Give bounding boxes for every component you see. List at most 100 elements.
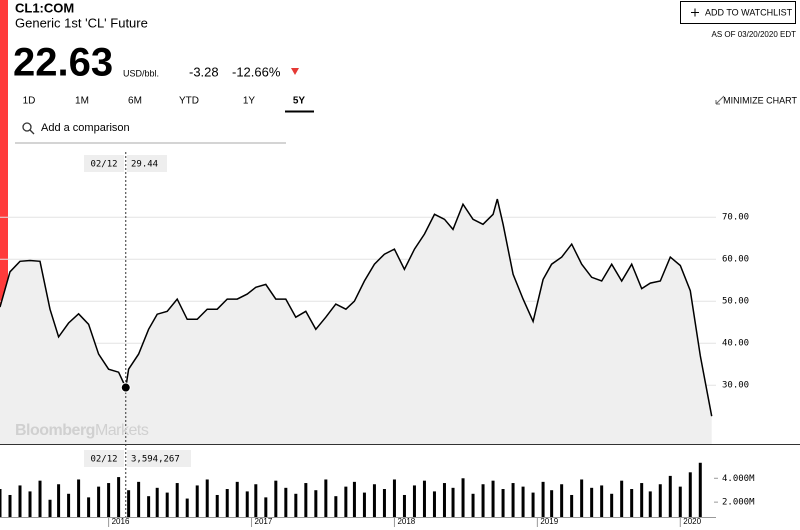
volume-bar (521, 486, 525, 517)
search-icon-handle (29, 129, 35, 135)
down-arrow (291, 68, 299, 75)
volume-bar (501, 489, 505, 517)
comparison-input[interactable]: Add a comparison (41, 122, 130, 134)
volume-bar (570, 494, 574, 517)
volume-bar (658, 484, 662, 517)
minimize-label[interactable]: MINIMIZE CHART (723, 95, 797, 105)
volume-bar (165, 492, 169, 517)
volume-bar (382, 489, 386, 517)
volume-bar (352, 481, 356, 517)
volume-bar (620, 480, 624, 517)
volume-bar (668, 475, 672, 517)
volume-bar (362, 492, 366, 517)
instrument-name: Generic 1st 'CL' Future (15, 15, 148, 30)
volume-bar (541, 481, 545, 517)
volume-bar (471, 493, 475, 517)
as-of: AS OF 03/20/2020 EDT (712, 30, 797, 39)
volume-bar (195, 485, 199, 517)
crosshair-price-box (127, 155, 167, 172)
x-tick-label: 2018 (397, 517, 415, 526)
volume-bar (590, 487, 594, 517)
volume-bar (215, 494, 219, 517)
crosshair-date: 02/12 (90, 160, 117, 170)
volume-tick-label: 2.000M (722, 498, 755, 508)
volume-bar (77, 479, 81, 517)
tab[interactable]: 1M (75, 96, 89, 107)
volume-bar (57, 484, 61, 517)
volume-bar (412, 485, 416, 517)
volume-bar (205, 479, 209, 517)
volume-bar (18, 485, 22, 517)
volume-bar (137, 481, 141, 517)
volume-bar (422, 480, 426, 517)
volume-bar (600, 485, 604, 517)
volume-tick-label: 4.000M (722, 474, 755, 484)
volume-bar (28, 491, 32, 517)
volume-plot: 2.000M 4.000M 02/12 3,594,267 2016 2017 2018 20… (0, 450, 755, 527)
crosshair-date-box (84, 450, 124, 467)
price-area (0, 199, 712, 444)
volume-bar (185, 498, 189, 517)
unit: USD/bbl. (123, 68, 159, 78)
volume-bar (97, 486, 101, 517)
tab[interactable]: 1D (23, 96, 36, 107)
volume-bar (235, 481, 239, 517)
volume-bar (284, 487, 288, 517)
y-tick-label: 30.00 (722, 381, 749, 391)
volume-bar (175, 483, 179, 517)
volume-bar (48, 499, 52, 517)
tabs: 1D 1M 6M YTD 1Y 5Y (23, 96, 314, 113)
price-line (0, 198, 713, 417)
volume-bar (678, 486, 682, 517)
volume-bar (688, 472, 692, 517)
crosshair-dot (120, 382, 131, 393)
volume-bar (87, 497, 91, 517)
crosshair-price: 29.44 (131, 160, 158, 170)
volume-bar (67, 493, 71, 517)
watchlist-button[interactable] (680, 1, 796, 24)
y-tick-label: 60.00 (722, 255, 749, 265)
volume-bar (531, 492, 535, 517)
volume-bar (0, 489, 2, 517)
volume-bar (294, 493, 298, 517)
symbol: CL1:COM (15, 0, 74, 15)
volume-bar (698, 462, 702, 517)
volume-bar (334, 496, 338, 517)
crosshair-date-box (84, 155, 124, 172)
x-tick-label: 2016 (112, 517, 130, 526)
volume-bar (461, 478, 465, 517)
watermark-brand: Bloomberg (15, 422, 95, 439)
watermark-product: Markets (95, 422, 149, 439)
watermark: BloombergMarkets (15, 422, 149, 439)
volume-bar (610, 493, 614, 517)
tab[interactable]: 1Y (243, 96, 256, 107)
tab[interactable]: 6M (128, 96, 142, 107)
volume-bar (314, 490, 318, 517)
accent-bar (0, 0, 8, 445)
plus-icon (691, 8, 699, 17)
volume-bar (442, 483, 446, 517)
x-tick-label: 2019 (540, 517, 558, 526)
y-tick-label: 50.00 (722, 297, 749, 307)
volume-bar (372, 484, 376, 517)
volume-bar (511, 483, 515, 517)
y-tick-label: 40.00 (722, 339, 749, 349)
tab[interactable]: 5Y (293, 96, 306, 107)
volume-bar (580, 479, 584, 517)
volume-bar (560, 484, 564, 517)
change: -3.28 (189, 64, 219, 79)
price-plot: 30.00 40.00 50.00 60.00 70.00 02/12 29.44 (0, 152, 749, 520)
watchlist-label[interactable]: ADD TO WATCHLIST (705, 7, 793, 17)
y-tick-label: 70.00 (722, 213, 749, 223)
crosshair-volume-box (127, 450, 191, 467)
volume-bar (155, 487, 159, 517)
price: 22.63 (13, 41, 113, 85)
volume-bar (550, 490, 554, 517)
volume-bar (107, 483, 111, 517)
volume-bar (225, 489, 229, 517)
volume-bar (147, 496, 151, 517)
volume-bar (648, 491, 652, 517)
tab[interactable]: YTD (179, 96, 199, 107)
volume-bar (344, 486, 348, 517)
